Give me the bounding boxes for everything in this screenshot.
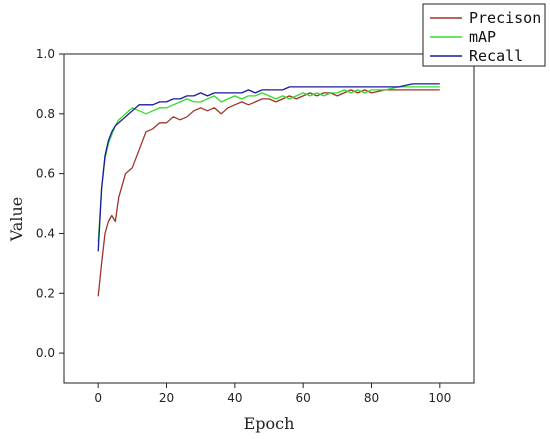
y-tick-label: 1.0: [36, 47, 55, 61]
legend-label-map: mAP: [469, 28, 496, 46]
x-tick-label: 20: [159, 391, 174, 405]
legend-label-recall: Recall: [469, 47, 523, 65]
legend-label-precison: Precison: [469, 9, 541, 27]
series-line-precison: [97, 89, 440, 297]
x-tick-label: 80: [364, 391, 379, 405]
y-tick-label: 0.6: [36, 167, 55, 181]
x-tick-label: 60: [296, 391, 311, 405]
x-axis-title: Epoch: [244, 414, 295, 433]
y-axis-title: Value: [7, 197, 26, 243]
x-tick-label: 100: [428, 391, 451, 405]
series-lines: [97, 83, 440, 297]
series-line-map: [97, 86, 440, 243]
x-axis: 0 20 40 60 80 100: [94, 383, 451, 405]
x-tick-label: 40: [227, 391, 242, 405]
y-tick-label: 0.2: [36, 286, 55, 300]
y-tick-label: 0.4: [36, 226, 55, 240]
series-line-recall: [97, 83, 440, 252]
plot-frame: [63, 53, 475, 384]
x-tick-label: 0: [94, 391, 102, 405]
y-axis: 0.0 0.2 0.4 0.6 0.8 1.0: [36, 47, 64, 360]
y-tick-label: 0.0: [36, 346, 55, 360]
y-tick-label: 0.8: [36, 107, 55, 121]
